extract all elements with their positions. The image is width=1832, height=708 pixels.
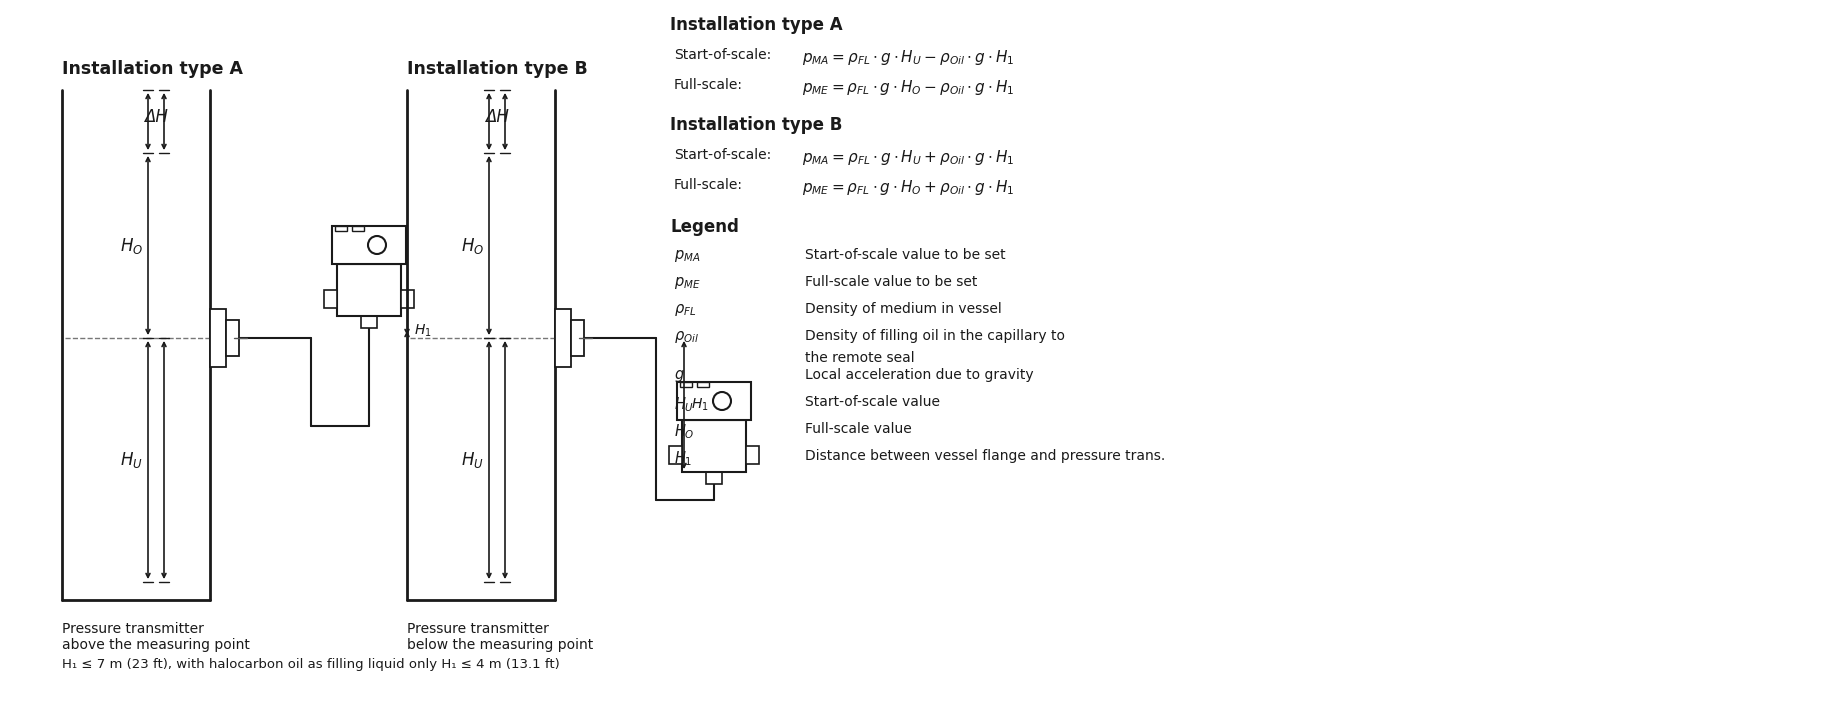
- Text: $H_U$: $H_U$: [674, 395, 694, 413]
- Text: $H_U$: $H_U$: [121, 450, 143, 470]
- Text: $H_1$: $H_1$: [674, 449, 692, 468]
- Bar: [352, 226, 365, 231]
- Text: ΔH: ΔH: [145, 108, 169, 125]
- Text: Start-of-scale:: Start-of-scale:: [674, 148, 771, 162]
- Bar: [555, 309, 572, 367]
- Text: Start-of-scale value: Start-of-scale value: [804, 395, 940, 409]
- Text: Pressure transmitter: Pressure transmitter: [407, 622, 550, 636]
- Text: Full-scale value to be set: Full-scale value to be set: [804, 275, 978, 289]
- Bar: [696, 382, 709, 387]
- Text: $p_{MA} = \rho_{FL} \cdot g \cdot H_U - \rho_{Oil} \cdot g \cdot H_1$: $p_{MA} = \rho_{FL} \cdot g \cdot H_U - …: [802, 48, 1015, 67]
- Bar: [572, 320, 584, 356]
- Text: $\rho_{Oil}$: $\rho_{Oil}$: [674, 329, 700, 345]
- Text: $p_{ME} = \rho_{FL} \cdot g \cdot H_O + \rho_{Oil} \cdot g \cdot H_1$: $p_{ME} = \rho_{FL} \cdot g \cdot H_O + …: [802, 178, 1015, 197]
- Text: Pressure transmitter: Pressure transmitter: [62, 622, 203, 636]
- Text: $H_1$: $H_1$: [691, 396, 709, 413]
- Bar: [401, 290, 414, 308]
- Text: Full-scale:: Full-scale:: [674, 78, 744, 92]
- Text: Installation type B: Installation type B: [407, 60, 588, 78]
- Text: above the measuring point: above the measuring point: [62, 638, 249, 652]
- Text: $H_U$: $H_U$: [462, 450, 484, 470]
- Text: Density of medium in vessel: Density of medium in vessel: [804, 302, 1002, 316]
- Text: H₁ ≤ 7 m (23 ft), with halocarbon oil as filling liquid only H₁ ≤ 4 m (13.1 ft): H₁ ≤ 7 m (23 ft), with halocarbon oil as…: [62, 658, 561, 671]
- Text: $p_{ME}$: $p_{ME}$: [674, 275, 700, 291]
- Bar: [335, 226, 346, 231]
- Circle shape: [713, 392, 731, 410]
- Bar: [211, 309, 225, 367]
- Bar: [324, 290, 337, 308]
- Text: Density of filling oil in the capillary to: Density of filling oil in the capillary …: [804, 329, 1064, 343]
- Bar: [682, 420, 746, 472]
- Bar: [705, 472, 722, 484]
- Bar: [678, 382, 751, 420]
- Text: $H_O$: $H_O$: [674, 422, 694, 440]
- Text: $H_O$: $H_O$: [462, 236, 484, 256]
- Text: Local acceleration due to gravity: Local acceleration due to gravity: [804, 368, 1033, 382]
- Text: Legend: Legend: [671, 218, 738, 236]
- Text: $H_O$: $H_O$: [119, 236, 143, 256]
- Text: ΔH: ΔH: [485, 108, 509, 125]
- Bar: [361, 316, 377, 328]
- Text: $\rho_{FL}$: $\rho_{FL}$: [674, 302, 696, 318]
- Text: $p_{MA}$: $p_{MA}$: [674, 248, 700, 264]
- Text: Installation type A: Installation type A: [62, 60, 244, 78]
- Bar: [669, 446, 682, 464]
- Text: Full-scale value: Full-scale value: [804, 422, 912, 436]
- Circle shape: [368, 236, 387, 254]
- Text: the remote seal: the remote seal: [804, 351, 914, 365]
- Bar: [680, 382, 692, 387]
- Text: Start-of-scale value to be set: Start-of-scale value to be set: [804, 248, 1006, 262]
- Text: Full-scale:: Full-scale:: [674, 178, 744, 192]
- Bar: [337, 264, 401, 316]
- Text: Installation type A: Installation type A: [671, 16, 843, 34]
- Text: $p_{ME} = \rho_{FL} \cdot g \cdot H_O - \rho_{Oil} \cdot g \cdot H_1$: $p_{ME} = \rho_{FL} \cdot g \cdot H_O - …: [802, 78, 1015, 97]
- Text: Distance between vessel flange and pressure trans.: Distance between vessel flange and press…: [804, 449, 1165, 463]
- Bar: [332, 226, 407, 264]
- Text: $H_1$: $H_1$: [414, 323, 432, 339]
- Text: Installation type B: Installation type B: [671, 116, 843, 134]
- Bar: [746, 446, 758, 464]
- Text: Start-of-scale:: Start-of-scale:: [674, 48, 771, 62]
- Text: $g$: $g$: [674, 368, 685, 384]
- Text: $p_{MA} = \rho_{FL} \cdot g \cdot H_U + \rho_{Oil} \cdot g \cdot H_1$: $p_{MA} = \rho_{FL} \cdot g \cdot H_U + …: [802, 148, 1015, 167]
- Text: below the measuring point: below the measuring point: [407, 638, 594, 652]
- Bar: [225, 320, 238, 356]
